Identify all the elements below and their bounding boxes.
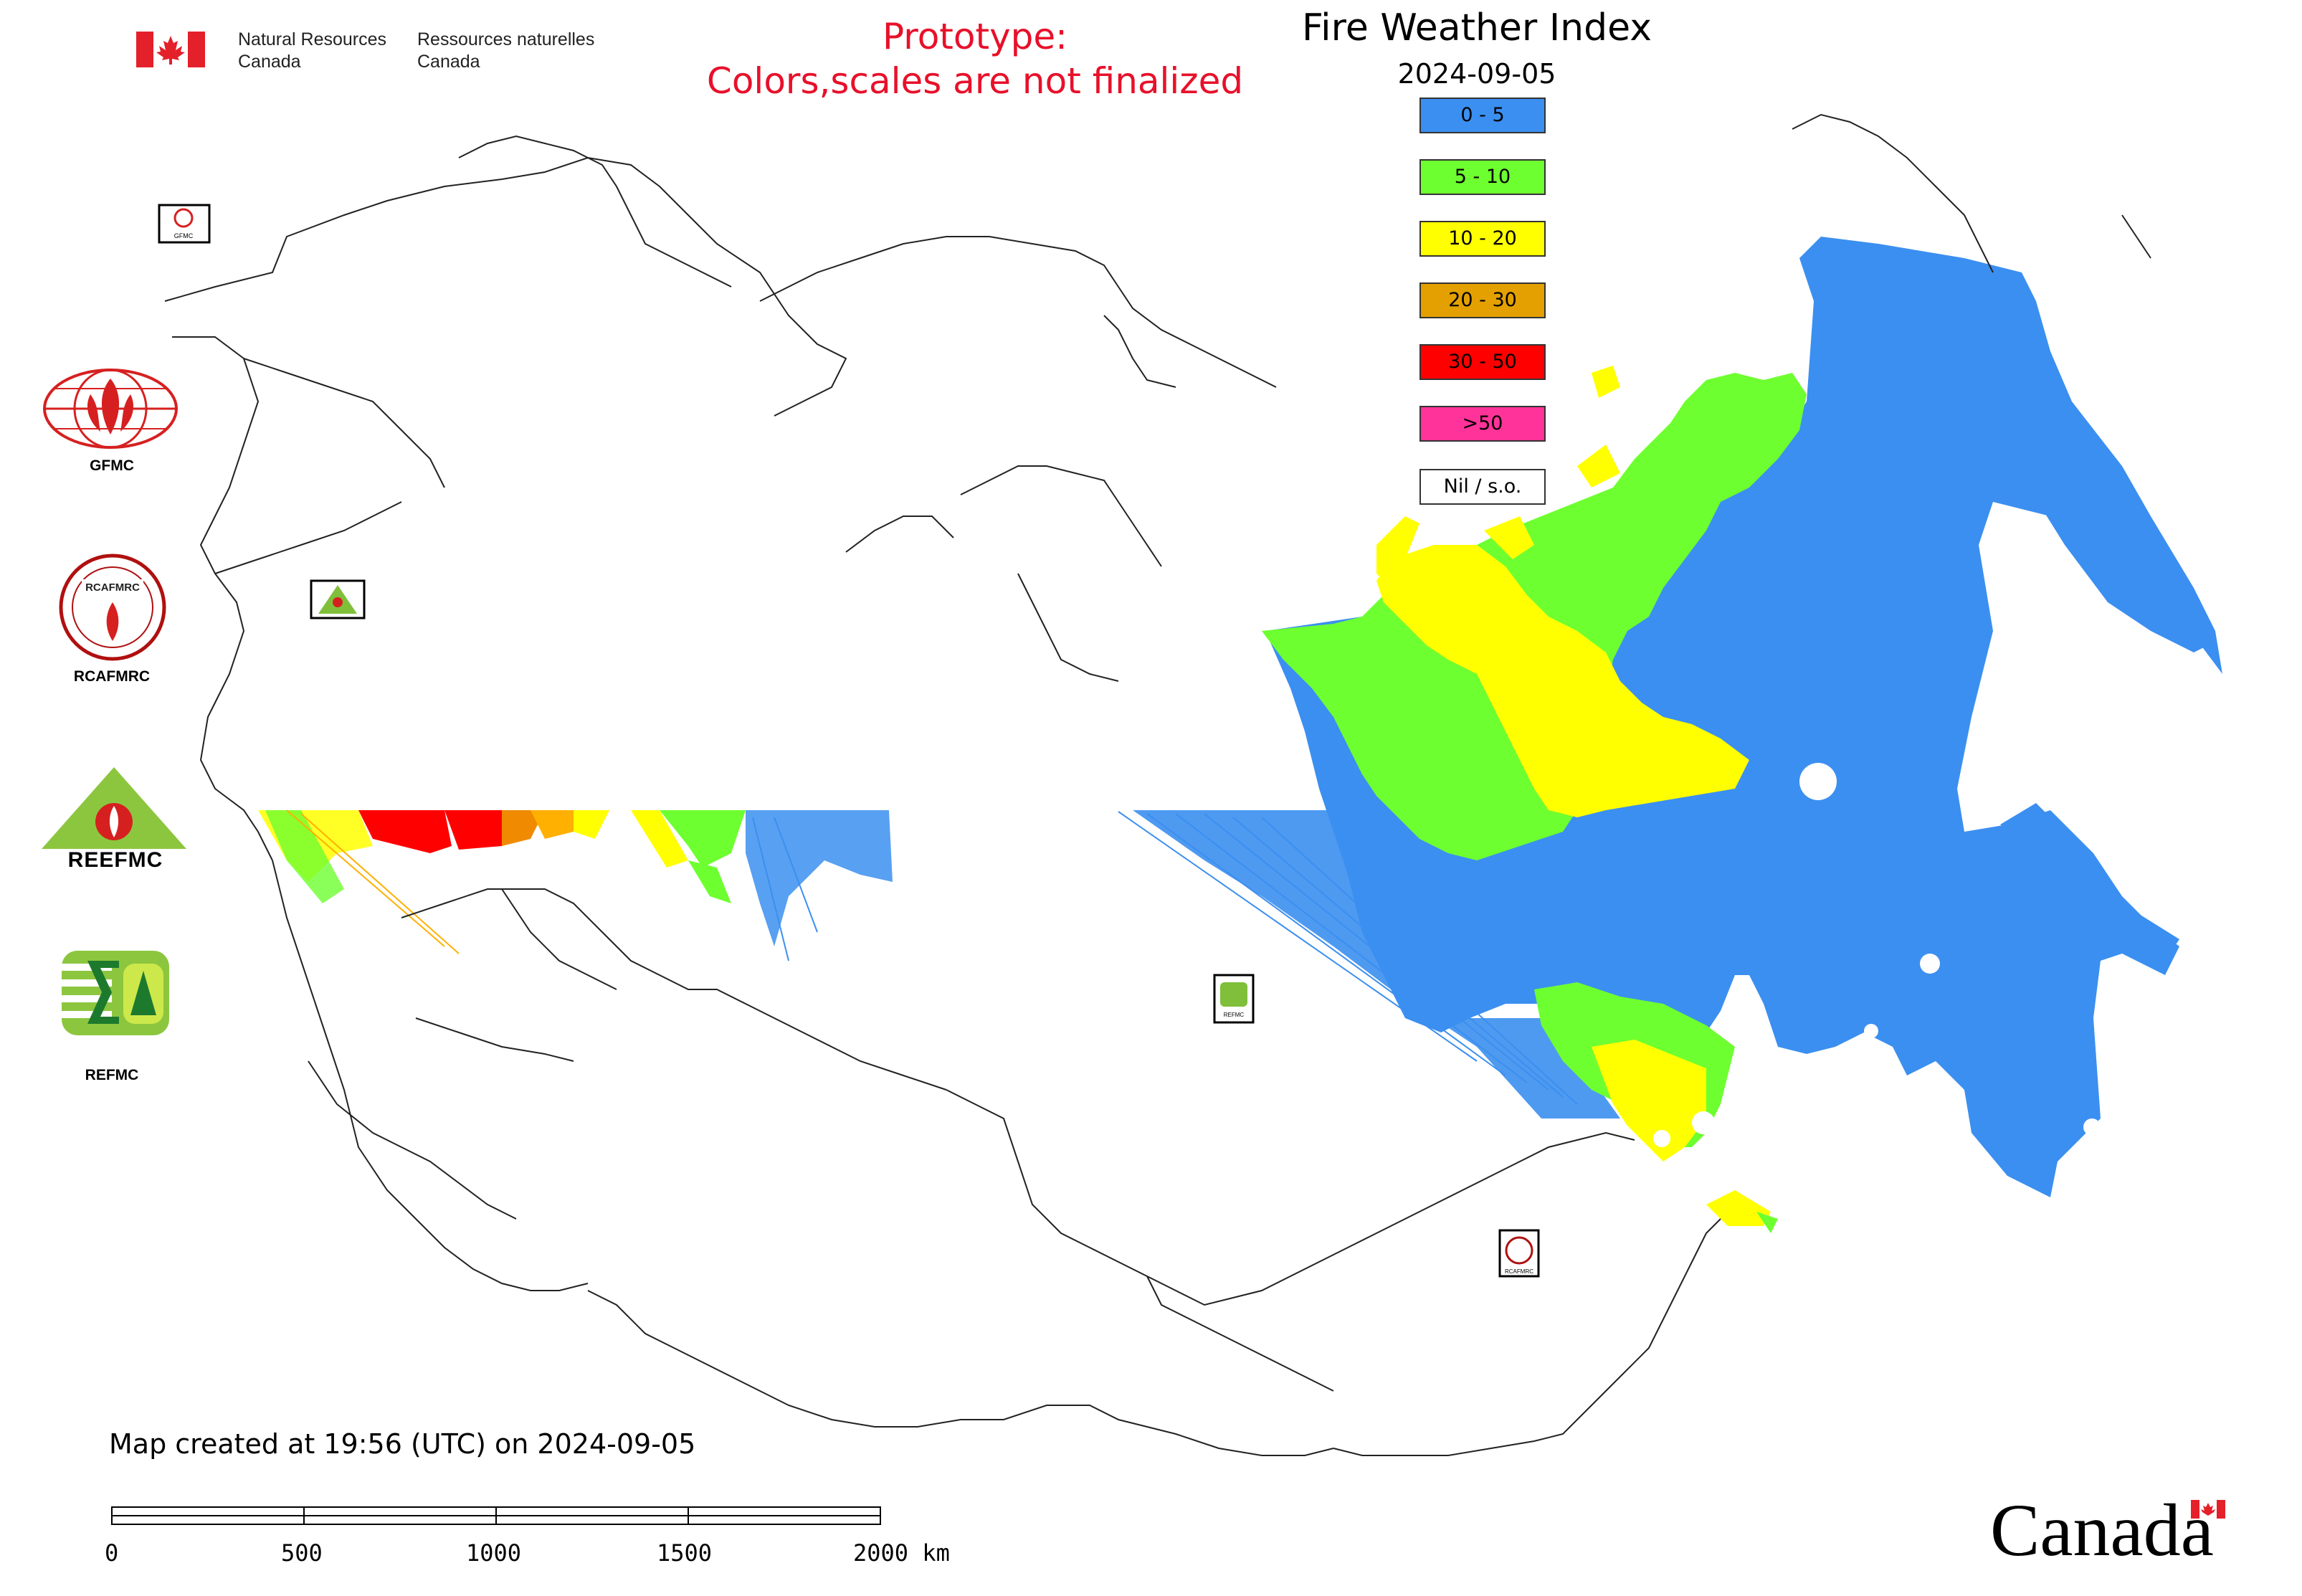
legend-item-20-30: 20 - 30 xyxy=(1419,282,1546,318)
fwi-region-30-50 xyxy=(358,810,452,853)
map-created-timestamp: Map created at 19:56 (UTC) on 2024-09-05 xyxy=(109,1428,696,1460)
site-marker-gfmc[interactable]: GFMC xyxy=(158,204,211,244)
legend-item-0-5: 0 - 5 xyxy=(1419,98,1546,133)
prototype-notice: Prototype: Colors,scales are not finaliz… xyxy=(645,14,1305,103)
legend-item-30-50: 30 - 50 xyxy=(1419,344,1546,380)
prototype-line2: Colors,scales are not finalized xyxy=(706,60,1244,102)
refmc-logo-icon xyxy=(62,951,169,1035)
fwi-region-10-20 xyxy=(1376,545,1749,817)
legend-item-nil: Nil / s.o. xyxy=(1419,469,1546,505)
gfmc-label: GFMC xyxy=(90,457,134,474)
svg-text:GFMC: GFMC xyxy=(174,232,194,239)
svg-text:RCAFMRC: RCAFMRC xyxy=(1505,1268,1533,1275)
map-title: Fire Weather Index xyxy=(1302,6,1652,49)
site-marker-rcafmrc[interactable]: RCAFMRC xyxy=(1498,1229,1540,1278)
site-marker-refmc[interactable]: REFMC xyxy=(1213,974,1255,1024)
map-date: 2024-09-05 xyxy=(1397,58,1556,90)
legend-item-over-50: >50 xyxy=(1419,406,1546,442)
scale-label-1500: 1500 xyxy=(657,1539,713,1567)
canada-flag-icon xyxy=(136,32,205,67)
scale-label-2000km: 2000 km xyxy=(853,1539,950,1567)
scale-bar xyxy=(111,1506,881,1525)
scale-label-500: 500 xyxy=(281,1539,323,1567)
nrcan-fr-line1: Ressources naturelles xyxy=(417,29,595,49)
svg-text:RCAFMRC: RCAFMRC xyxy=(85,581,140,594)
coastline xyxy=(458,113,2151,682)
reefmc-logo-text: REEFMC xyxy=(67,848,163,872)
legend-item-5-10: 5 - 10 xyxy=(1419,159,1546,195)
nrcan-name-fr: Ressources naturelles Canada xyxy=(417,29,594,73)
refmc-label: REFMC xyxy=(85,1067,139,1083)
fwi-raster xyxy=(258,237,2222,1233)
fwi-region-20-30 xyxy=(502,810,545,846)
site-marker-reefmc[interactable] xyxy=(310,579,366,619)
scale-label-1000: 1000 xyxy=(466,1539,522,1567)
prototype-line1: Prototype: xyxy=(882,16,1068,57)
svg-text:REFMC: REFMC xyxy=(1224,1012,1245,1018)
wordmark-flag-icon xyxy=(2191,1500,2225,1519)
reefmc-logo-icon xyxy=(42,767,186,849)
rcafmrc-label: RCAFMRC xyxy=(73,668,151,685)
boundaries xyxy=(164,156,1721,1456)
gfmc-logo-icon xyxy=(43,369,178,449)
rcafmrc-logo-icon: RCAFMRC xyxy=(59,554,166,661)
nrcan-name-en: Natural Resources Canada xyxy=(238,29,386,73)
scale-label-0: 0 xyxy=(105,1539,119,1567)
nrcan-en-line2: Canada xyxy=(238,52,301,72)
fwi-region-0-5 xyxy=(1265,237,2222,1197)
nrcan-fr-line2: Canada xyxy=(417,52,480,72)
fwi-streaks xyxy=(752,811,1578,1105)
nrcan-en-line1: Natural Resources xyxy=(238,29,387,49)
legend-item-10-20: 10 - 20 xyxy=(1419,221,1546,257)
canada-wordmark: Canada xyxy=(1990,1489,2214,1572)
